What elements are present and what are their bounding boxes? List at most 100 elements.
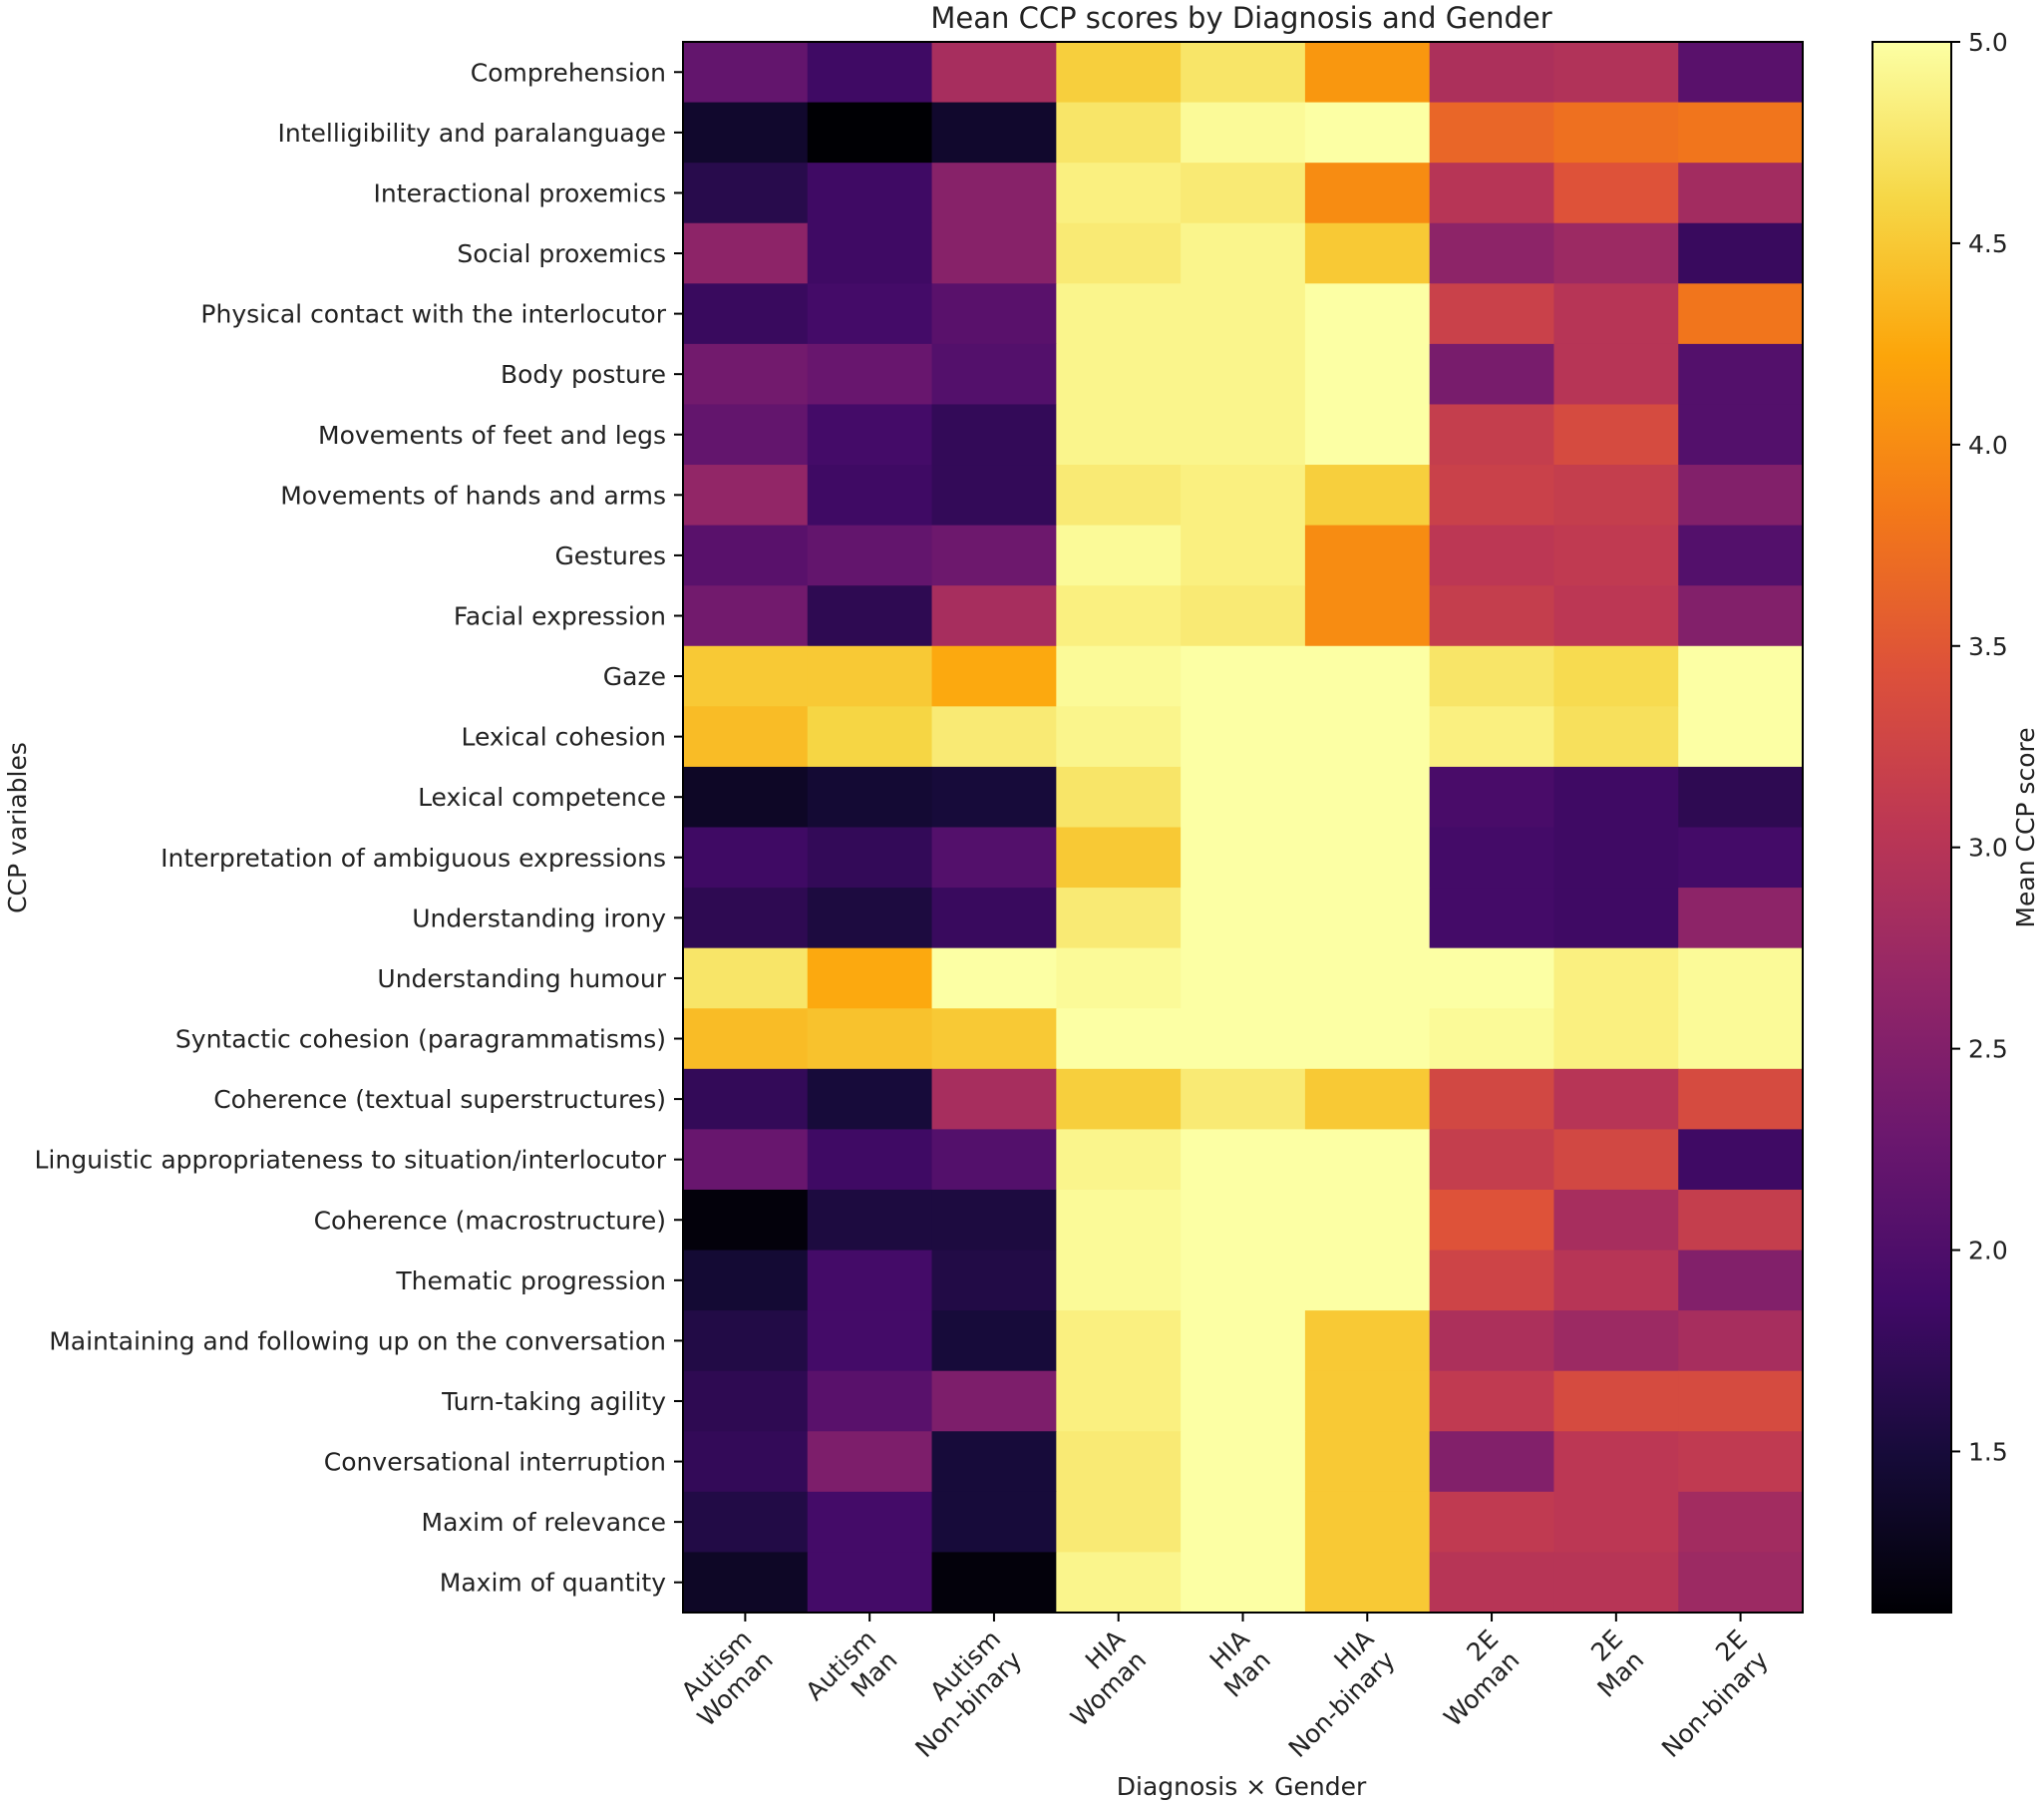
- heatmap-cell: [1678, 706, 1804, 768]
- heatmap-cell: [1181, 888, 1306, 949]
- row-label: Turn-taking agility: [441, 1387, 666, 1416]
- heatmap-cell: [807, 947, 933, 1009]
- row-label: Interactional proxemics: [374, 179, 666, 207]
- heatmap-cell: [1429, 163, 1555, 224]
- heatmap-cell: [1304, 585, 1431, 647]
- heatmap-cell: [1429, 1431, 1555, 1493]
- heatmap-cell: [807, 1431, 933, 1493]
- heatmap-cell: [807, 888, 933, 949]
- heatmap-cell: [683, 525, 809, 586]
- row-label: Maintaining and following up on the conv…: [49, 1326, 666, 1355]
- heatmap-cell: [1678, 283, 1804, 345]
- heatmap-cell: [683, 1250, 809, 1311]
- heatmap-cell: [683, 766, 809, 829]
- colorbar-tick-label: 2.5: [1968, 1035, 2008, 1064]
- column-label: HIANon-binary: [1261, 1624, 1400, 1763]
- heatmap-cell: [1429, 343, 1555, 406]
- heatmap-cell: [1553, 706, 1679, 768]
- heatmap-cell: [683, 343, 809, 406]
- heatmap-cell: [1553, 947, 1679, 1009]
- heatmap-cell: [1678, 827, 1804, 889]
- heatmap-cell: [1181, 404, 1306, 466]
- heatmap-cell: [1304, 42, 1431, 104]
- heatmap-cell: [1056, 525, 1182, 586]
- heatmap-cell: [1553, 888, 1679, 949]
- row-label: Body posture: [501, 360, 666, 389]
- colorbar-tick-label: 3.0: [1968, 834, 2008, 863]
- heatmap-cell: [1304, 163, 1431, 224]
- heatmap-cell: [683, 42, 809, 104]
- row-label: Thematic progression: [395, 1266, 666, 1295]
- heatmap-cell: [931, 1370, 1057, 1432]
- heatmap-cell: [683, 1431, 809, 1493]
- heatmap-cell: [683, 222, 809, 284]
- heatmap-cell: [1056, 1491, 1182, 1554]
- heatmap-cells: [683, 42, 1804, 1614]
- heatmap-cell: [931, 1129, 1057, 1191]
- heatmap-cell: [807, 465, 933, 527]
- heatmap-cell: [1304, 1008, 1431, 1070]
- row-label: Lexical cohesion: [461, 723, 666, 752]
- heatmap-cell: [931, 706, 1057, 768]
- column-label: HIAWoman: [1044, 1624, 1152, 1732]
- heatmap-cell: [1678, 645, 1804, 707]
- heatmap-cell: [1678, 102, 1804, 164]
- heatmap-cell: [1678, 1431, 1804, 1493]
- heatmap-cell: [931, 888, 1057, 949]
- heatmap-cell: [807, 1370, 933, 1432]
- row-label: Gaze: [603, 662, 666, 691]
- heatmap-cell: [807, 645, 933, 707]
- heatmap-cell: [683, 888, 809, 949]
- heatmap-cell: [1181, 1552, 1306, 1614]
- heatmap-cell: [1304, 1189, 1431, 1252]
- heatmap-cell: [1181, 1491, 1306, 1554]
- heatmap-cell: [1553, 163, 1679, 224]
- heatmap-cell: [1678, 585, 1804, 647]
- heatmap-cell: [1304, 1068, 1431, 1130]
- heatmap-cell: [1429, 1370, 1555, 1432]
- row-labels: Comprehension Intelligibility and paralan…: [35, 58, 683, 1598]
- heatmap-cell: [1678, 1250, 1804, 1311]
- heatmap-cell: [1678, 404, 1804, 466]
- heatmap-cell: [1553, 1129, 1679, 1191]
- heatmap-cell: [807, 1250, 933, 1311]
- heatmap-cell: [1304, 706, 1431, 768]
- heatmap-cell: [1056, 1068, 1182, 1130]
- heatmap-cell: [1678, 343, 1804, 406]
- heatmap-cell: [807, 42, 933, 104]
- heatmap-cell: [1678, 1491, 1804, 1554]
- heatmap-cell: [1056, 1310, 1182, 1372]
- heatmap-cell: [807, 1491, 933, 1554]
- heatmap-cell: [1304, 1552, 1431, 1614]
- heatmap-cell: [807, 585, 933, 647]
- row-label: Linguistic appropriateness to situation/…: [35, 1146, 667, 1175]
- heatmap-cell: [1181, 1068, 1306, 1130]
- heatmap-cell: [1553, 1370, 1679, 1432]
- heatmap-cell: [1056, 947, 1182, 1009]
- row-label: Facial expression: [454, 601, 666, 630]
- heatmap-cell: [1056, 1431, 1182, 1493]
- heatmap-cell: [1304, 102, 1431, 164]
- heatmap-cell: [931, 1008, 1057, 1070]
- heatmap-cell: [1429, 645, 1555, 707]
- heatmap-cell: [931, 645, 1057, 707]
- heatmap-cell: [1304, 1250, 1431, 1311]
- heatmap-cell: [683, 827, 809, 889]
- heatmap-cell: [807, 766, 933, 829]
- colorbar-tick-label: 1.5: [1968, 1437, 2008, 1466]
- heatmap-cell: [1429, 1250, 1555, 1311]
- heatmap-cell: [931, 1491, 1057, 1554]
- row-label: Maxim of quantity: [440, 1569, 666, 1598]
- heatmap-cell: [1678, 1552, 1804, 1614]
- heatmap-cell: [1181, 1129, 1306, 1191]
- y-axis-label: CCP variables: [3, 742, 32, 913]
- heatmap-cell: [683, 947, 809, 1009]
- heatmap-cell: [931, 283, 1057, 345]
- heatmap-cell: [931, 1068, 1057, 1130]
- heatmap-cell: [1304, 465, 1431, 527]
- heatmap-cell: [807, 1129, 933, 1191]
- heatmap-cell: [1429, 585, 1555, 647]
- heatmap-cell: [1429, 283, 1555, 345]
- heatmap-cell: [1304, 888, 1431, 949]
- heatmap-cell: [931, 947, 1057, 1009]
